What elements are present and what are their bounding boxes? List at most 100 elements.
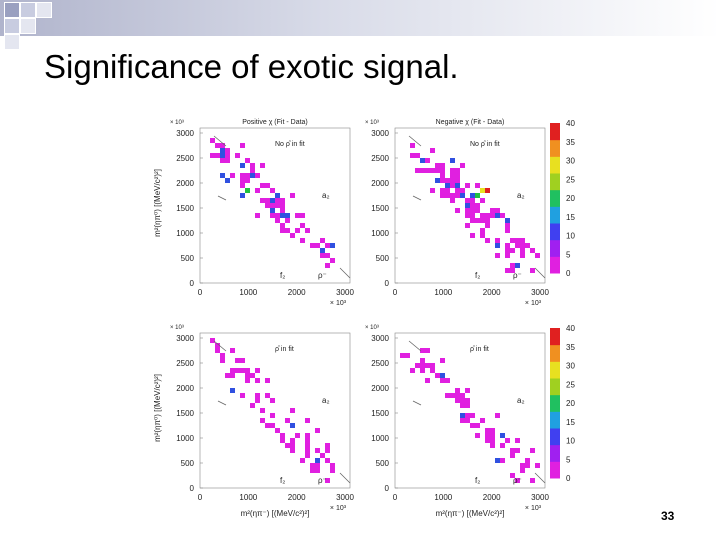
histogram-cell [320, 453, 325, 458]
colorbar-tick-label: 5 [566, 455, 571, 464]
histogram-cell [270, 398, 275, 403]
histogram-cell-hot [240, 193, 245, 198]
histogram-cell [505, 243, 510, 248]
histogram-cell [495, 238, 500, 243]
x-axis-exponent: × 10³ [525, 505, 542, 512]
histogram-cell [465, 403, 470, 408]
histogram-cell [480, 213, 485, 218]
histogram-cell [505, 223, 510, 228]
histogram-cell [215, 143, 220, 148]
histogram-cell [470, 203, 475, 208]
histogram-cell [430, 363, 435, 368]
arrow-annotation [339, 472, 351, 484]
histogram-cell [430, 148, 435, 153]
histogram-cell [265, 203, 270, 208]
histogram-cell [480, 228, 485, 233]
annotation-rho: ρ⁻ [318, 271, 327, 280]
colorbar-segment [550, 173, 560, 191]
histogram-cell [440, 188, 445, 193]
histogram-cell [470, 413, 475, 418]
y-tick-label: 1500 [176, 204, 194, 213]
histogram-cell [250, 373, 255, 378]
histogram-cell [505, 253, 510, 258]
histogram-cell [445, 188, 450, 193]
histogram-cell [470, 218, 475, 223]
histogram-cell [465, 223, 470, 228]
annotation-fit: ρ̂ in fit [275, 346, 294, 353]
histogram-cell [440, 358, 445, 363]
colorbar-segment [550, 189, 560, 207]
histogram-cell [520, 468, 525, 473]
histogram-cell [245, 378, 250, 383]
histogram-cell [450, 173, 455, 178]
histogram-cell-hot [245, 188, 250, 193]
histogram-cell [240, 393, 245, 398]
histogram-cell [280, 208, 285, 213]
histogram-cell [505, 268, 510, 273]
histogram-cell [225, 153, 230, 158]
x-tick-label: 0 [393, 493, 398, 502]
colorbar-tick-label: 40 [566, 119, 575, 128]
histogram-cell [470, 193, 475, 198]
histogram-cell [270, 203, 275, 208]
histogram-cell [270, 208, 275, 213]
histogram-cell [490, 438, 495, 443]
plot-frame [199, 332, 351, 489]
histogram-cell [330, 258, 335, 263]
histogram-cell [490, 428, 495, 433]
histogram-cell [280, 223, 285, 228]
histogram-cell [505, 228, 510, 233]
histogram-cell [460, 163, 465, 168]
histogram-cell [265, 198, 270, 203]
x-tick-label: 0 [198, 493, 203, 502]
histogram-cell-hot [475, 193, 480, 198]
histogram-cell [325, 443, 330, 448]
annotation-a2: a₂ [322, 191, 330, 200]
y-tick-label: 3000 [176, 129, 194, 138]
y-tick-label: 1000 [176, 434, 194, 443]
histogram-cell [410, 153, 415, 158]
colorbar-tick-label: 15 [566, 418, 575, 427]
histogram-cell [425, 348, 430, 353]
histogram-cell [470, 423, 475, 428]
histogram-cell [420, 358, 425, 363]
colorbar-tick-label: 30 [566, 362, 575, 371]
histogram-cell [330, 243, 335, 248]
histogram-cell [260, 198, 265, 203]
histogram-cell [440, 168, 445, 173]
histogram-cell [325, 243, 330, 248]
histogram-cell [430, 168, 435, 173]
y-tick-label: 2500 [371, 359, 389, 368]
histogram-cell [250, 163, 255, 168]
y-tick-label: 1000 [371, 434, 389, 443]
y-axis-exponent: × 10³ [365, 120, 379, 126]
histogram-cell [515, 438, 520, 443]
histogram-cell [445, 378, 450, 383]
histogram-cell [420, 168, 425, 173]
y-tick-label: 3000 [176, 334, 194, 343]
histogram-cell [305, 438, 310, 443]
histogram-cell [465, 213, 470, 218]
histogram-cell [425, 378, 430, 383]
histogram-cell [315, 463, 320, 468]
x-axis-label: m²(ηπ⁻) [(MeV/c²)²] [436, 509, 505, 518]
x-tick-label: 1000 [239, 493, 257, 502]
histogram-cell [465, 418, 470, 423]
histogram-cell [415, 153, 420, 158]
y-tick-label: 3000 [371, 334, 389, 343]
histogram-cell [440, 178, 445, 183]
histogram-cell [400, 353, 405, 358]
histogram-cell [265, 183, 270, 188]
histogram-cell-hot [485, 188, 490, 193]
histogram-cell [500, 433, 505, 438]
colorbar-2: 0 5 10 15 20 25 30 35 40 [550, 324, 575, 483]
y-tick-label: 2000 [371, 384, 389, 393]
colorbar-segment [550, 428, 560, 446]
histogram-cell [295, 228, 300, 233]
y-axis-exponent: × 10³ [365, 325, 379, 331]
histogram-cell [225, 158, 230, 163]
annotation-fit: No ρ̂ in fit [275, 141, 305, 148]
histogram-cell [405, 353, 410, 358]
arrow-annotation [534, 267, 546, 279]
y-tick-label: 0 [385, 484, 390, 493]
